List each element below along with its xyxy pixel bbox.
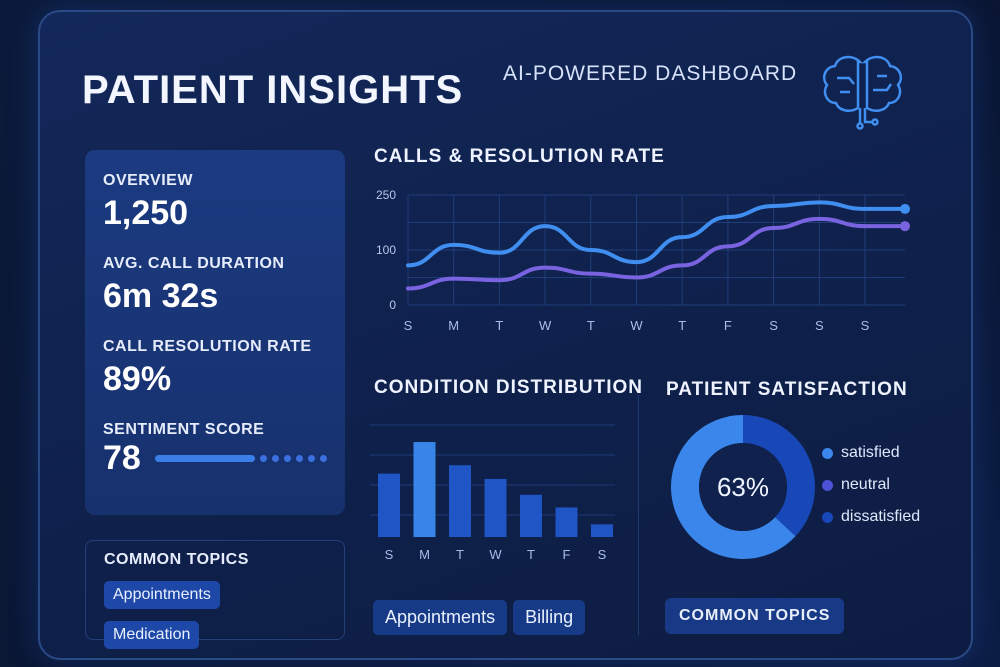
sentiment-value: 78	[103, 439, 141, 477]
divider	[638, 395, 639, 635]
bar	[591, 524, 613, 537]
chip-appointments[interactable]: Appointments	[373, 600, 508, 635]
brain-circuit-icon	[823, 55, 902, 130]
bar	[520, 494, 542, 537]
patient-satisfaction-donut: 63%	[671, 415, 815, 559]
series-line-2	[406, 216, 907, 291]
donut-slice-dissatisfied	[743, 415, 815, 537]
legend-item-dissatisfied: dissatisfied	[822, 508, 920, 526]
donut-slice-satisfied	[671, 415, 796, 559]
donut-center-label: 63%	[717, 472, 769, 502]
series-end-marker	[900, 221, 910, 232]
series-end-marker	[900, 203, 910, 214]
y-tick-label: 0	[389, 298, 396, 312]
calls-resolution-line-chart: 0 100 250 S M T W T W T F S S S	[376, 188, 910, 333]
x-tick-label: S	[404, 318, 413, 333]
bar	[555, 507, 578, 537]
y-tick-label: 250	[376, 188, 396, 202]
common-topics-button[interactable]: COMMON TOPICS	[665, 598, 845, 634]
overview-card: OVERVIEW 1,250 AVG. CALL DURATION 6m 32s…	[85, 150, 345, 515]
bar	[449, 465, 471, 537]
resolution-rate-value: 89%	[103, 360, 172, 398]
sentiment-meter	[154, 455, 327, 462]
bar	[378, 473, 400, 537]
x-tick-label: T	[587, 318, 595, 333]
chip-billing[interactable]: Billing	[513, 600, 586, 635]
donut-hole	[699, 443, 787, 531]
bar	[413, 442, 436, 537]
x-tick-label: T	[495, 318, 503, 333]
x-tick-label: T	[678, 318, 686, 333]
x-tick-label: S	[385, 547, 394, 562]
overview-label: OVERVIEW	[103, 172, 193, 189]
x-tick-label: F	[563, 547, 571, 562]
overview-value: 1,250	[103, 194, 189, 232]
x-tick-label: S	[815, 318, 824, 333]
page-title: PATIENT INSIGHTS	[82, 68, 464, 112]
series-line-1	[406, 200, 907, 268]
common-topics-title: COMMON TOPICS	[104, 551, 249, 568]
x-tick-label: T	[527, 547, 535, 562]
x-tick-label: W	[539, 318, 552, 333]
donut-legend: satisfied neutral dissatisfied	[822, 444, 920, 540]
legend-item-satisfied: satisfied	[822, 444, 920, 462]
legend-item-neutral: neutral	[822, 476, 920, 494]
resolution-rate-label: CALL RESOLUTION RATE	[103, 338, 312, 355]
avg-call-duration-value: 6m 32s	[103, 277, 219, 315]
bar-chart-title: CONDITION DISTRIBUTION	[374, 377, 643, 398]
y-tick-label: 100	[376, 243, 396, 257]
x-tick-label: M	[448, 318, 459, 333]
sentiment-label: SENTIMENT SCORE	[103, 421, 265, 438]
line-chart-title: CALLS & RESOLUTION RATE	[374, 146, 665, 167]
x-tick-label: F	[724, 318, 732, 333]
topic-chip-appointments[interactable]: Appointments	[104, 581, 220, 609]
page-subtitle: AI-POWERED DASHBOARD	[503, 62, 798, 85]
sentiment-bar	[154, 455, 255, 462]
x-tick-label: S	[598, 547, 607, 562]
x-tick-label: S	[769, 318, 778, 333]
x-tick-label: W	[630, 318, 643, 333]
bar	[484, 478, 507, 537]
avg-call-duration-label: AVG. CALL DURATION	[103, 255, 285, 272]
x-tick-label: W	[489, 547, 502, 562]
topic-chip-medication[interactable]: Medication	[104, 621, 200, 649]
pie-chart-title: PATIENT SATISFACTION	[666, 379, 908, 400]
x-tick-label: T	[456, 547, 464, 562]
x-tick-label: M	[419, 547, 430, 562]
x-tick-label: S	[861, 318, 870, 333]
common-topics-panel: COMMON TOPICS Appointments Medication	[85, 540, 345, 649]
